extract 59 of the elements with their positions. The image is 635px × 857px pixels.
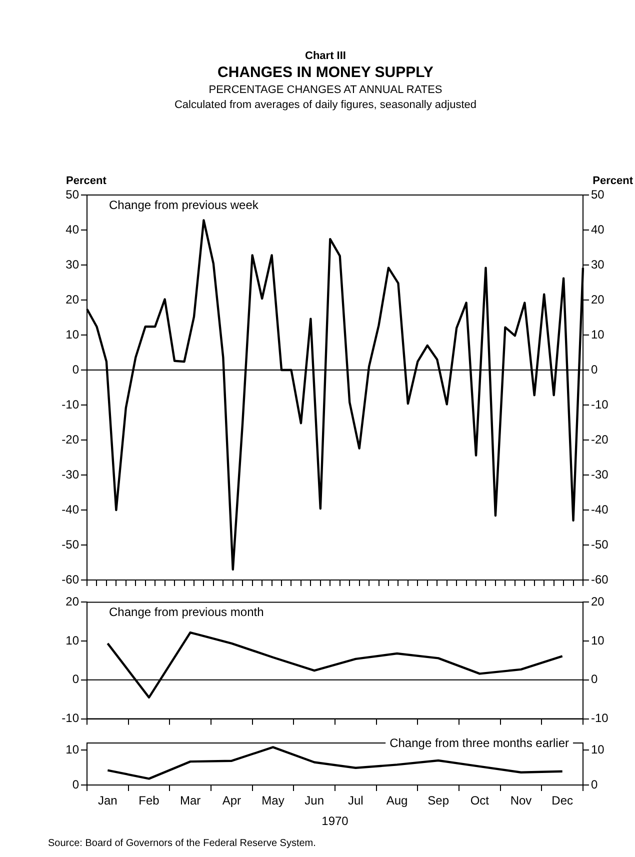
y2-tick-label: 10: [591, 742, 605, 756]
x-tick-label: Sep: [428, 794, 450, 808]
y-tick-label: 10: [66, 633, 80, 648]
y-tick-label: 0: [72, 777, 80, 792]
y2-tick-label: -10: [591, 397, 609, 412]
y2-tick-label: -10: [591, 711, 609, 726]
y2-tick-label: 40: [591, 222, 605, 236]
y-tick-label: -20: [62, 432, 80, 446]
text: Change from previous week: [109, 198, 260, 212]
x-tick-label: Jan: [98, 794, 118, 808]
y2-tick-label: -40: [591, 502, 609, 516]
series-label: Change from previous month: [109, 605, 264, 620]
y2-tick-label: 0: [591, 672, 598, 686]
y-tick-label: -50: [62, 537, 80, 552]
x-tick-label: Jun: [304, 794, 324, 808]
text: Chart III: [304, 50, 347, 62]
text: Calculated from averages of daily figures, seasonally adjusted: [173, 99, 478, 111]
y-tick-label: 10: [66, 327, 80, 342]
y2-tick-label: -30: [591, 467, 609, 482]
y2-tick-label: -20: [591, 432, 609, 446]
y-tick-label: -30: [62, 467, 80, 482]
x-tick-label: Jul: [348, 794, 364, 808]
y2-tick-label: 30: [591, 257, 605, 272]
x-tick-label: Dec: [552, 794, 574, 808]
y-tick-label: -10: [62, 397, 80, 412]
x-tick-label: Mar: [180, 794, 201, 808]
y2-tick-label: -60: [591, 572, 609, 586]
y2-axis-title: Percent: [592, 175, 633, 187]
y-tick-label: 20: [66, 594, 80, 609]
y-tick-label: -10: [62, 711, 80, 726]
y2-tick-label: 0: [591, 362, 598, 376]
y-tick-label: -60: [62, 572, 80, 586]
y-tick-label: 20: [66, 292, 80, 306]
y-axis-title: Percent: [66, 175, 106, 187]
chart-subtitle: PERCENTAGE CHANGES AT ANNUAL RATES: [208, 84, 444, 96]
y2-tick-label: 50: [591, 187, 605, 202]
source-note: Source: Board of Governors of the Federal Reserve System.: [48, 838, 316, 849]
y-tick-label: 0: [72, 672, 80, 686]
x-tick-label: Apr: [222, 794, 242, 808]
y-tick-label: 50: [66, 187, 80, 202]
x-tick-label: Feb: [138, 794, 160, 808]
y2-tick-label: 10: [591, 327, 605, 342]
x-tick-label: Aug: [386, 794, 408, 808]
chart-title: CHANGES IN MONEY SUPPLY: [216, 64, 434, 81]
y-tick-label: 30: [66, 257, 80, 272]
y2-tick-label: -50: [591, 537, 609, 552]
y2-tick-label: 10: [591, 633, 605, 648]
y-tick-label: 40: [66, 222, 80, 236]
y2-tick-label: 0: [591, 777, 598, 792]
x-tick-label: May: [262, 794, 284, 808]
y-tick-label: -40: [62, 502, 80, 516]
y-tick-label: 0: [72, 362, 80, 376]
x-tick-label: Oct: [470, 794, 490, 808]
x-axis-title: 1970: [322, 814, 349, 828]
x-tick-label: Nov: [510, 794, 532, 808]
y-tick-label: 10: [66, 742, 80, 756]
series-label: Change from three months earlier: [390, 736, 570, 750]
y2-tick-label: 20: [591, 594, 605, 609]
y2-tick-label: 20: [591, 292, 605, 306]
